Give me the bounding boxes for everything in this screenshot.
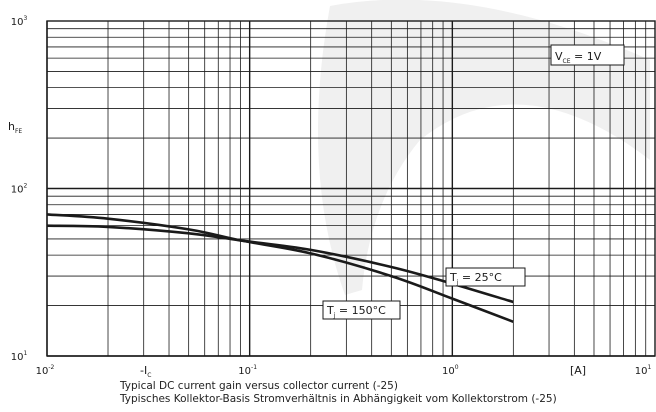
series-label-tj-25c-box [445,267,526,287]
watermark-shape [318,0,650,295]
caption-german: Typisches Kollektor-Basis Stromverhältni… [120,393,557,405]
series-layer [46,213,514,324]
x-tick-label: 10-1 [238,364,257,377]
y-tick-label: 102 [11,183,28,196]
series-line-tj-25c [46,224,514,304]
series-line-tj-150c [46,213,514,324]
caption-english: Typical DC current gain versus collector… [120,380,398,392]
x-axis-unit: [A] [570,364,586,377]
series-label-tj-150c: Tj = 150°C [326,304,386,319]
label-layer: hFE -IC [A] VCE = 1V Tj = 25°C Tj = 150°C [8,44,625,379]
series-label-tj-150c-box [322,300,401,320]
y-axis-label: hFE [8,120,22,135]
x-tick-label: 100 [442,364,459,377]
x-axis-label: -IC [140,364,151,379]
y-tick-label: 101 [11,350,28,363]
x-tick-label: 10-2 [36,364,55,377]
plot-border [46,20,656,357]
condition-vce-label: VCE = 1V [555,50,602,65]
grid-layer [46,20,656,357]
tick-layer: 10-2 10-1 100 101 101 102 103 [11,15,652,377]
x-tick-label: 101 [635,364,652,377]
condition-vce-label-box [550,44,625,66]
series-label-tj-25c: Tj = 25°C [449,271,502,286]
y-tick-label: 103 [11,15,28,28]
